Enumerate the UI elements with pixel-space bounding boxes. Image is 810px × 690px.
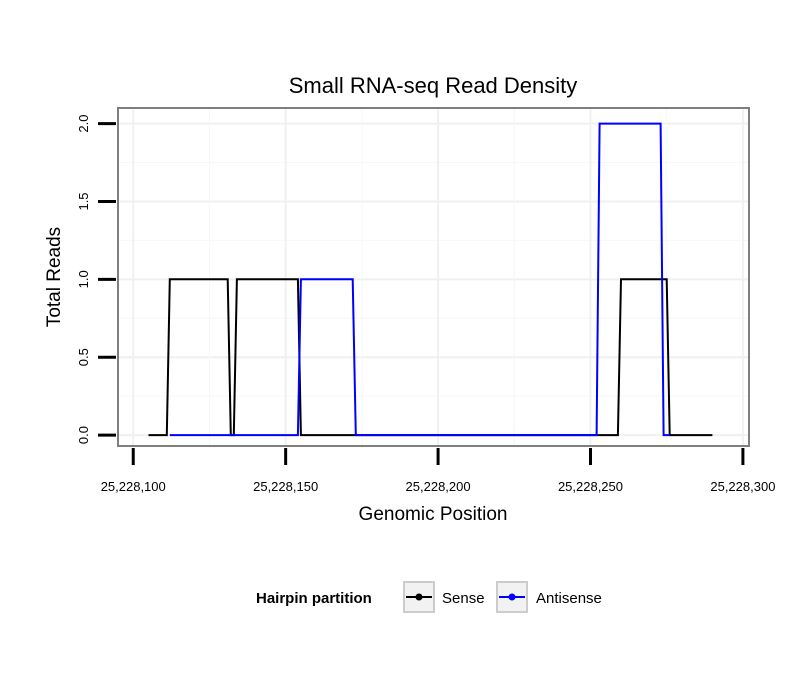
- y-tick-label: 1.5: [76, 192, 91, 210]
- x-tick-label: 25,228,100: [101, 479, 166, 494]
- x-tick-label: 25,228,300: [710, 479, 775, 494]
- y-tick-label: 0.0: [76, 426, 91, 444]
- grid-lines: [118, 108, 749, 446]
- plot-panel-border: [117, 107, 750, 447]
- legend: Hairpin partition Sense Antisense: [256, 581, 602, 613]
- x-tick-label: 25,228,250: [558, 479, 623, 494]
- y-tick-label: 1.0: [76, 270, 91, 288]
- axes: 0.0 0.5 1.0 1.5 2.0 25,228,100 25,228,150 25,22…: [76, 115, 775, 494]
- series-line-antisense: [169, 122, 670, 437]
- series-line-sense: [148, 278, 713, 437]
- data-series: [148, 122, 713, 437]
- x-tick-label: 25,228,150: [253, 479, 318, 494]
- legend-title: Hairpin partition: [256, 590, 372, 607]
- y-axis-title: Total Reads: [44, 227, 65, 327]
- legend-label-antisense: Antisense: [536, 590, 602, 607]
- chart-title: Small RNA-seq Read Density: [289, 73, 578, 98]
- legend-label-sense: Sense: [442, 590, 485, 607]
- x-tick-label: 25,228,200: [406, 479, 471, 494]
- x-axis-title: Genomic Position: [359, 504, 508, 525]
- y-tick-label: 0.5: [76, 348, 91, 366]
- legend-point-sense: [415, 593, 423, 601]
- y-tick-label: 2.0: [76, 115, 91, 133]
- legend-point-antisense: [508, 593, 516, 601]
